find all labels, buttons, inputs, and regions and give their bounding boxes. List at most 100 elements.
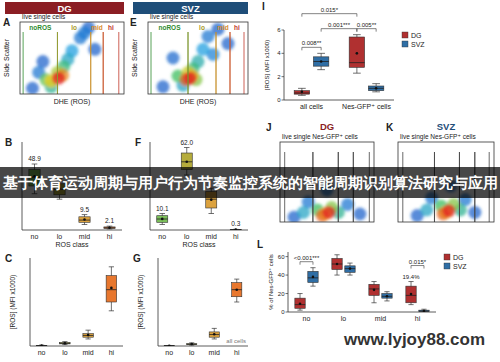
event-point <box>78 26 91 39</box>
x-tick-label: no <box>303 315 311 322</box>
gate-line <box>23 32 24 94</box>
gate-line <box>57 32 58 94</box>
x-tick-label: lo <box>341 315 347 322</box>
whisker-cap <box>298 95 306 96</box>
median <box>232 289 242 290</box>
gate-line <box>103 32 104 94</box>
mean-point <box>410 293 413 296</box>
mean-point <box>40 344 43 346</box>
gate-label: lo <box>71 24 77 31</box>
gate-line <box>216 32 217 94</box>
mean-point <box>423 310 426 312</box>
y-tick-label: 40 <box>278 272 285 278</box>
gate-line <box>216 32 217 94</box>
watermark-box <box>333 325 496 353</box>
gate-label: noROS <box>29 24 52 31</box>
whisker-cap <box>86 338 91 339</box>
gate-line <box>90 32 91 94</box>
box <box>349 37 364 67</box>
mean-point <box>235 288 238 291</box>
box <box>60 342 70 343</box>
x-tick-label: lo <box>62 349 68 356</box>
significance-bracket <box>300 262 313 265</box>
mean-point <box>210 198 213 201</box>
box <box>382 294 392 299</box>
gate-line <box>90 32 91 94</box>
plot-area <box>295 255 429 312</box>
median <box>106 289 116 290</box>
plot-area <box>164 279 242 346</box>
gate-line <box>57 32 58 94</box>
whisker <box>84 215 85 225</box>
gate-label: hi <box>234 24 240 31</box>
significance-bracket <box>302 14 357 17</box>
event-point <box>202 30 215 43</box>
x-tick-label: mid <box>206 233 217 240</box>
subtitle: live single Nes-GFP⁺ cells <box>400 133 476 141</box>
event-point <box>184 72 197 85</box>
subtitle: live single cells <box>22 13 66 21</box>
x-tick-label: hi <box>233 233 239 240</box>
x-tick-label: all cells <box>300 103 323 110</box>
median <box>230 229 241 230</box>
x-tick-label: hi <box>109 349 115 356</box>
y-axis-label: [ROS] (MFI x1000) <box>137 275 145 330</box>
box <box>419 310 429 311</box>
y-axis-label: Side Scatter <box>131 38 138 77</box>
mean-point <box>190 343 193 346</box>
gate-label: mid <box>217 24 229 31</box>
mean-point <box>375 87 378 90</box>
significance-bracket <box>321 29 357 32</box>
whisker-cap <box>384 300 389 301</box>
median <box>345 268 355 269</box>
event-point <box>167 52 180 65</box>
whisker-cap <box>86 330 91 331</box>
whisker-cap <box>421 309 426 310</box>
box <box>313 57 328 66</box>
whisker-cap <box>212 338 217 339</box>
whisker <box>423 309 424 312</box>
panel-letter: C <box>5 253 12 264</box>
x-axis <box>288 312 436 313</box>
mean-point <box>87 334 90 337</box>
median <box>60 343 70 344</box>
mean-point <box>234 228 237 230</box>
whisker-cap <box>159 213 165 214</box>
panel-letter: L <box>257 239 263 250</box>
panel-letter: E <box>130 17 137 28</box>
box <box>294 91 309 95</box>
event-point <box>157 80 170 93</box>
whisker <box>169 345 170 346</box>
whisker-cap <box>297 310 302 311</box>
median <box>382 296 392 297</box>
title: SVZ <box>181 3 200 14</box>
panel-letter: G <box>133 253 141 264</box>
plot-area <box>151 23 244 94</box>
mean-point <box>373 289 376 292</box>
median <box>349 62 364 63</box>
mean-point <box>386 295 389 298</box>
median <box>104 227 115 228</box>
event-point <box>420 204 433 217</box>
x-tick-label: hi <box>415 315 421 322</box>
banner-text: 基于体育运动周期与用户行为节奏监控系统的智能周期识别算法研究与应用 <box>2 174 498 191</box>
gate-label: lo <box>199 24 205 31</box>
whisker-cap <box>234 302 239 303</box>
mean-point <box>320 60 323 63</box>
legend-label: DG <box>453 254 464 261</box>
whisker <box>109 226 110 229</box>
x-axis <box>22 230 122 231</box>
median <box>332 264 342 265</box>
gate-label: noROS <box>158 24 181 31</box>
mean-point <box>349 267 352 270</box>
whisker-cap <box>317 69 325 70</box>
event-point <box>297 206 310 219</box>
box <box>83 334 93 338</box>
event-point <box>197 43 210 56</box>
box <box>230 229 241 230</box>
whisker-cap <box>371 281 376 282</box>
mean-point <box>299 302 302 305</box>
density-cloud <box>26 22 101 94</box>
panel-letter: F <box>135 137 141 148</box>
whisker-cap <box>371 302 376 303</box>
